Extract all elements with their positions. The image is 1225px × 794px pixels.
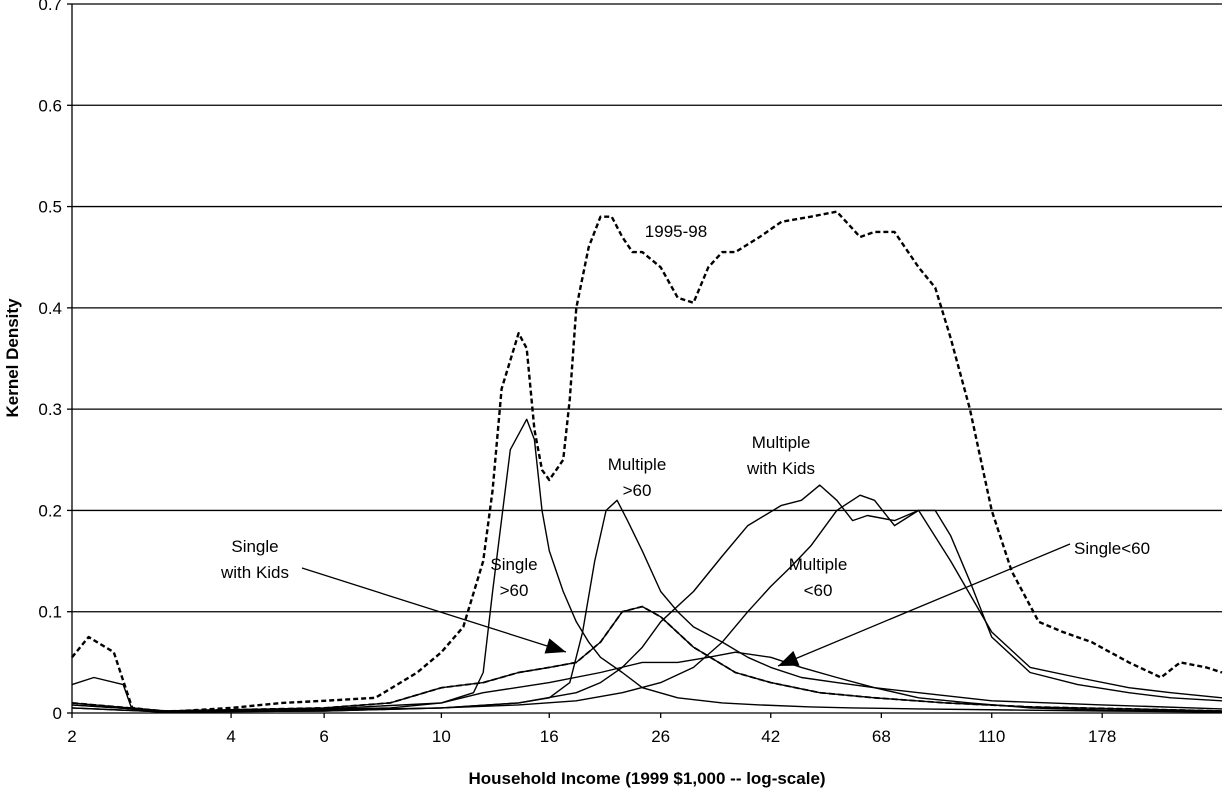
x-tick-label: 2 [67, 727, 76, 746]
series-single-with-kids [71, 605, 1223, 712]
x-tick-label: 178 [1088, 727, 1116, 746]
x-tick-label: 4 [226, 727, 235, 746]
x-tick-label: 68 [872, 727, 891, 746]
x-tick-label: 6 [319, 727, 328, 746]
y-tick-label: 0.3 [38, 400, 62, 419]
y-tick-label: 0.1 [38, 603, 62, 622]
x-tick-label: 16 [540, 727, 559, 746]
annotation-label: Single with Kids [220, 537, 289, 582]
annotation-label: Multiple with Kids [746, 433, 815, 478]
annotation-label: Single<60 [1074, 539, 1150, 558]
y-tick-label: 0.7 [38, 0, 62, 14]
series-multiple-with-kids [71, 484, 1223, 713]
single-lt60-arrow-head [778, 650, 800, 666]
tick-labels: 0 0.1 0.2 0.3 0.4 0.5 0.6 0.7 2 4 6 10 16 26 42 68 110 17… [38, 0, 1116, 746]
annotation-label: 1995-98 [645, 222, 707, 241]
y-tick-label: 0 [53, 704, 62, 723]
annotation-label: Multiple >60 [608, 455, 667, 500]
y-axis-title: Kernel Density [3, 298, 22, 418]
x-axis-title: Household Income (1999 $1,000 -- log-sca… [468, 769, 825, 788]
series-lines [71, 210, 1223, 714]
y-tick-label: 0.5 [38, 198, 62, 217]
x-tick-label: 110 [978, 727, 1005, 746]
annotation-label: Multiple <60 [789, 555, 848, 600]
series-single-with-kids-dashed [71, 605, 1223, 712]
x-tick-label: 42 [761, 727, 780, 746]
x-tick-label: 26 [651, 727, 670, 746]
series-1995-98 [71, 210, 1223, 714]
series-multiple-60 [71, 499, 1223, 712]
annotations: 1995-98 Multiple with Kids Multiple >60 Singl… [220, 222, 1150, 667]
single-with-kids-arrow [301, 567, 567, 653]
annotation-label: Single >60 [490, 555, 537, 600]
y-tick-label: 0.2 [38, 501, 62, 520]
single-with-kids-arrow-head [544, 638, 566, 654]
x-tick-label: 10 [432, 727, 451, 746]
single-lt60-arrow [777, 543, 1071, 667]
y-tick-label: 0.6 [38, 96, 62, 115]
gridlines [67, 3, 1222, 718]
axes [71, 4, 1222, 714]
series-multiple-60 [71, 494, 1223, 713]
y-tick-label: 0.4 [38, 299, 62, 318]
